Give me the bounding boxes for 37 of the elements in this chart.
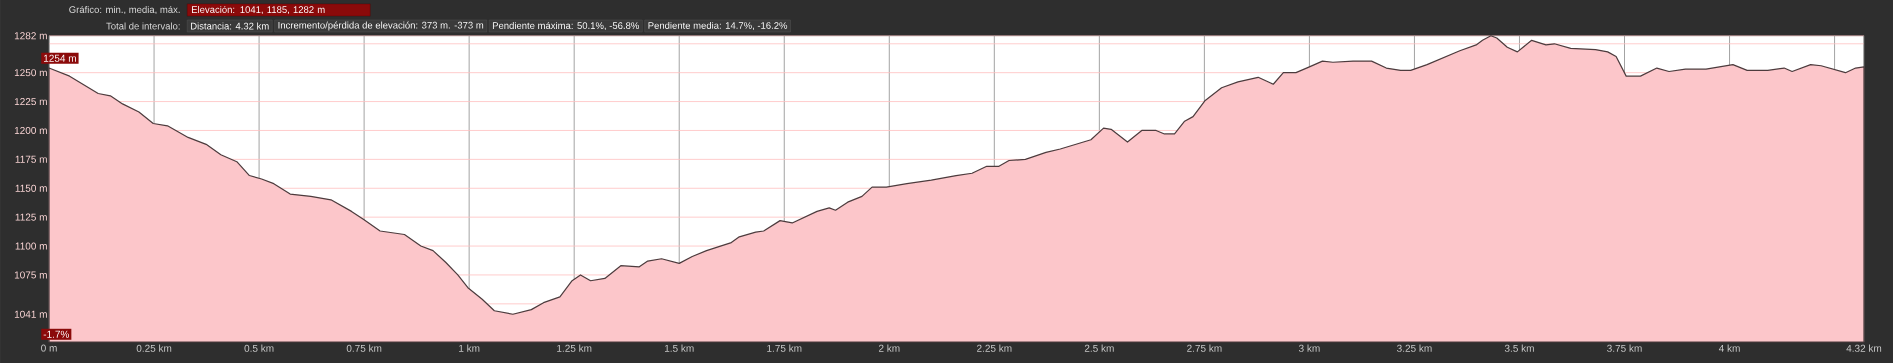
y-tick-label: 1250 m [14, 69, 47, 77]
y-tick-label: 1150 m [15, 184, 47, 192]
chart-subtitle: Total de intervalo: [106, 22, 180, 30]
x-tick-label: 0.75 km [346, 344, 382, 352]
x-tick-label: 0 m [41, 344, 57, 352]
y-tick-label: 1125 m [15, 213, 47, 221]
text: Incremento/pérdida de elevación: 373 m. -373 m [278, 21, 484, 31]
text: Distancia: 4.32 km [191, 22, 269, 30]
x-tick-label: 2.75 km [1187, 344, 1222, 352]
y-tick-label: 1282 m [14, 32, 47, 40]
x-tick-label: 1.75 km [767, 344, 802, 352]
x-tick-label: 3.75 km [1607, 344, 1642, 352]
x-tick-label: 2.5 km [1084, 344, 1114, 352]
x-tick-label: 1.25 km [557, 344, 592, 352]
x-tick-label: 3 km [1298, 344, 1320, 352]
y-tick-label: 1041 m [14, 310, 47, 318]
text: Elevación: 1041, 1185, 1282 m [192, 5, 325, 15]
y-tick-label: 1175 m [15, 155, 47, 163]
x-tick-label: 4 km [1718, 344, 1740, 352]
y-tick-label: 1225 m [14, 98, 47, 106]
chart-title: Gráfico: min., media, máx. [69, 5, 180, 15]
x-tick-label: 2.25 km [977, 344, 1012, 352]
x-tick-label: 1.5 km [664, 344, 694, 352]
x-tick-label: 1 km [459, 344, 480, 352]
text: Pendiente media: 14.7%, -16.2% [648, 21, 788, 31]
text: Pendiente máxima: 50.1%, -56.8% [492, 21, 639, 31]
x-tick-label: 4.32 km [1846, 344, 1882, 352]
y-tick-label: 1075 m [14, 271, 47, 279]
y-tick-label: 1100 m [15, 242, 47, 250]
annotation: 1254 m [44, 54, 76, 62]
annotation: -1.7% [43, 330, 70, 338]
x-tick-label: 3.25 km [1397, 344, 1432, 352]
x-tick-label: 3.5 km [1504, 344, 1534, 352]
y-tick-label: 1200 m [14, 126, 47, 135]
x-tick-label: 0.25 km [136, 344, 172, 352]
x-tick-label: 0.5 km [244, 344, 274, 352]
x-tick-label: 2 km [878, 344, 900, 352]
